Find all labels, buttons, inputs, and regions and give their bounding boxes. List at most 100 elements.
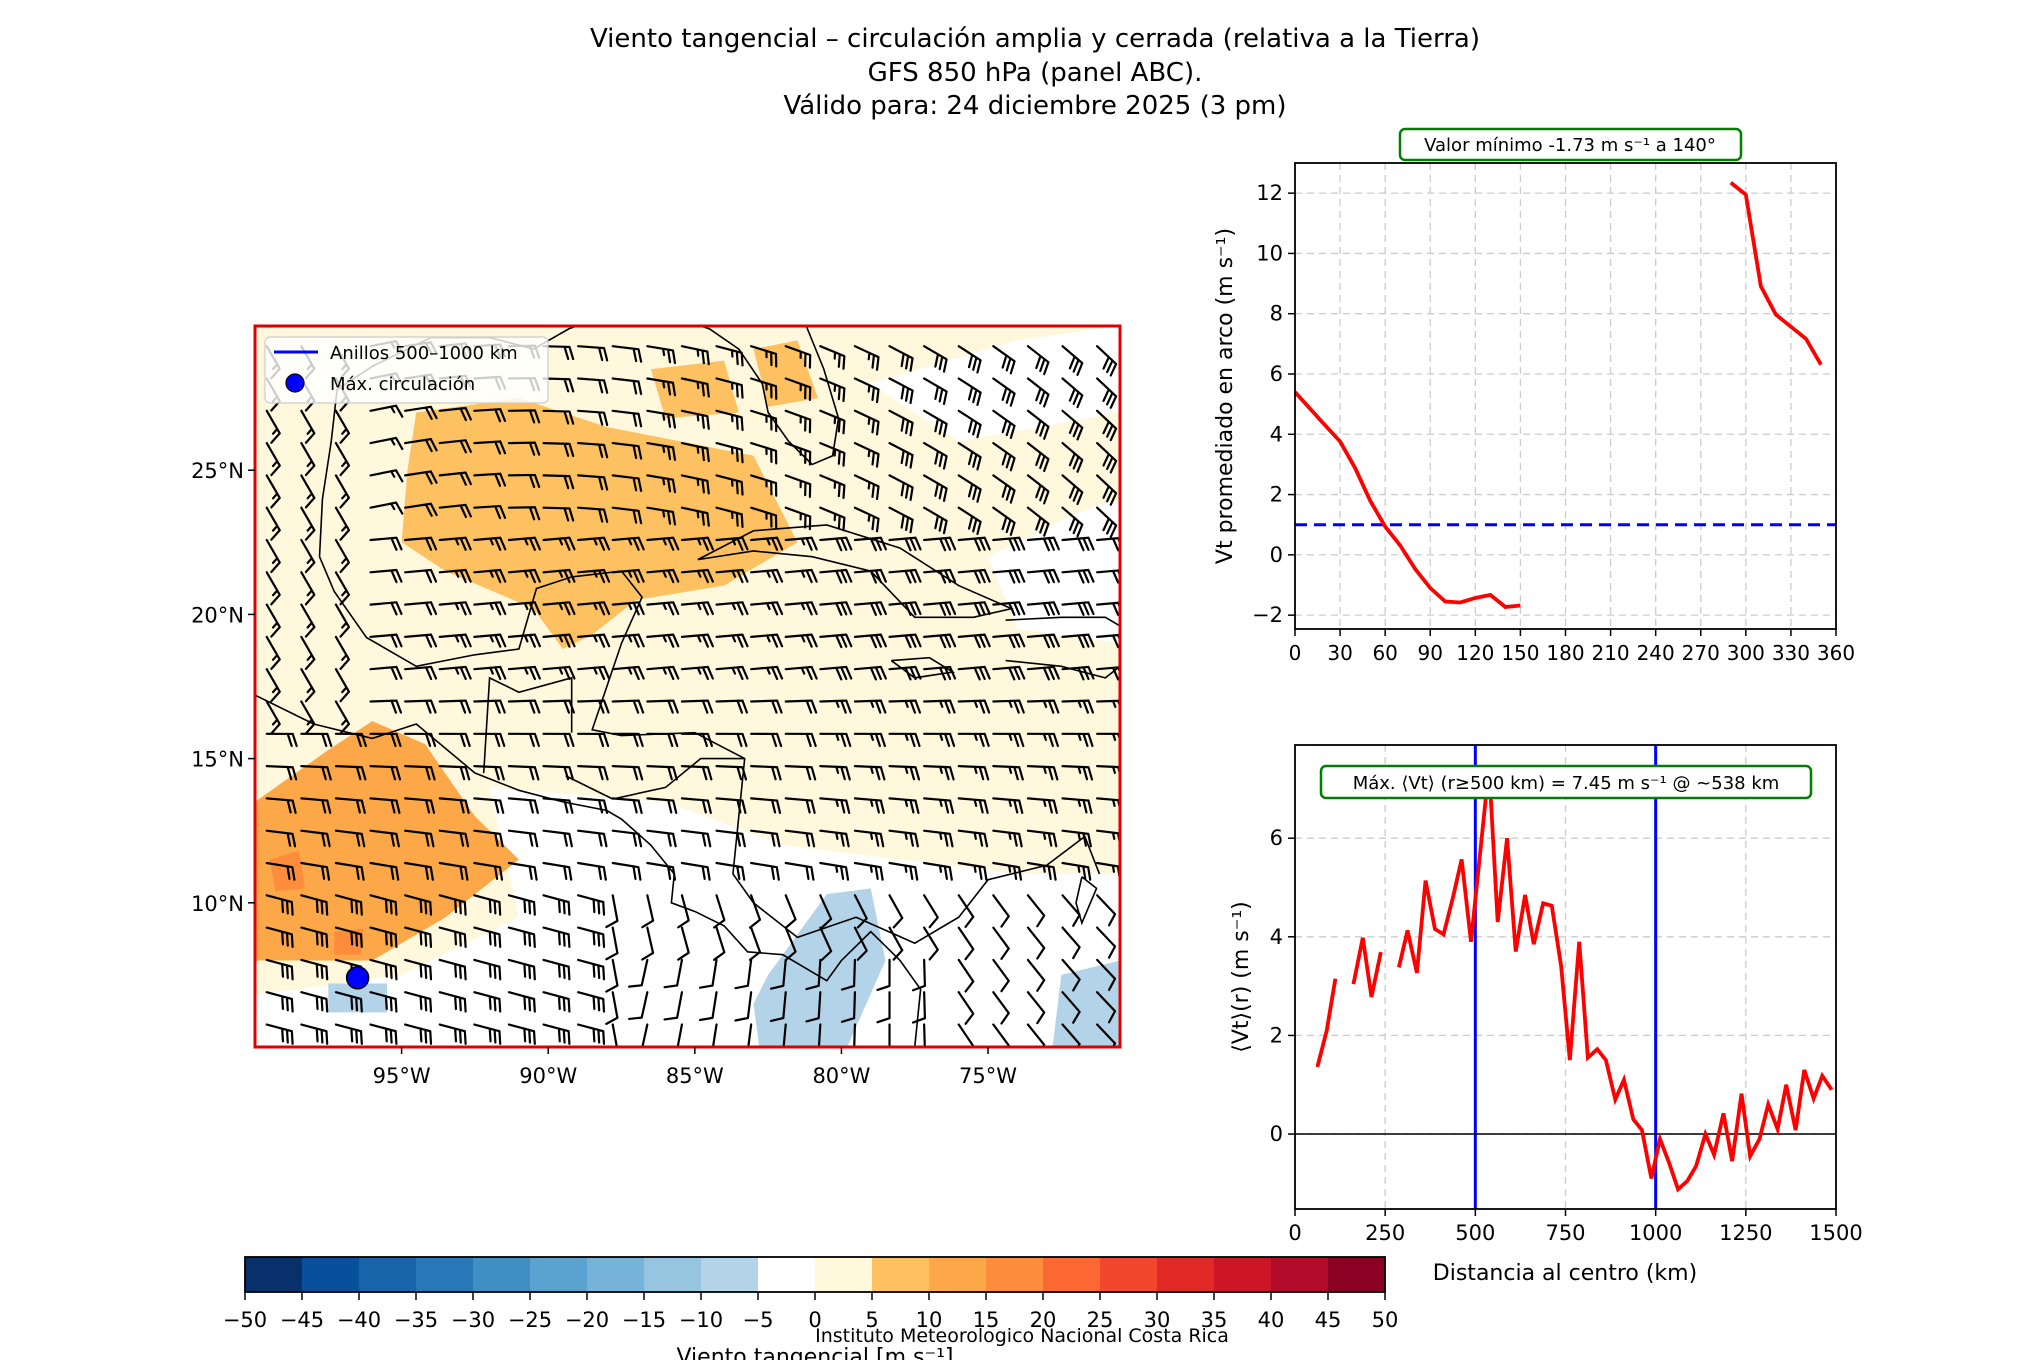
wind-barb — [1061, 441, 1084, 473]
wind-barb — [853, 829, 885, 848]
arc-profile-y-tick-label: −2 — [1252, 603, 1283, 627]
radial-profile-y-tick-label: 6 — [1270, 826, 1283, 850]
wind-barb — [957, 409, 982, 439]
wind-barb — [438, 861, 469, 881]
arc-profile-x-tick-label: 60 — [1372, 641, 1397, 665]
wind-barb — [473, 472, 507, 487]
wind-barb — [992, 633, 1026, 649]
map-field-pacific-jet-core2 — [334, 928, 364, 955]
colorbar-cell — [302, 1257, 360, 1292]
wind-barb — [334, 635, 351, 670]
wind-barb — [542, 926, 571, 949]
arc-profile-chart: 0 30 60 90 120 150 180 210 240 270 300 330 360 −2024… — [1213, 127, 1855, 665]
wind-barb — [300, 538, 316, 574]
radial-profile-x-tick-label: 0 — [1288, 1221, 1301, 1245]
wind-barb — [853, 861, 884, 881]
wind-barb — [819, 861, 850, 881]
arc-profile-x-tick-label: 210 — [1591, 641, 1629, 665]
arc-profile-series-line — [1295, 390, 1521, 609]
wind-barb — [404, 438, 438, 453]
coastline-7 — [1075, 876, 1098, 926]
wind-barb — [611, 345, 643, 363]
wind-barb — [784, 377, 812, 402]
wind-barb — [784, 474, 812, 498]
arc-profile-x-tick-label: 240 — [1637, 641, 1675, 665]
wind-barb — [404, 568, 438, 584]
wind-barb — [715, 829, 746, 848]
wind-barb — [611, 536, 645, 551]
wind-barb — [334, 571, 351, 606]
wind-barb — [542, 633, 576, 648]
wind-barb — [712, 894, 726, 929]
map-field-florida-patch — [753, 340, 818, 407]
map-lon-tick-label: 75°W — [959, 1064, 1017, 1088]
radial-profile-annotation: Máx. ⟨Vt⟩ (r≥500 km) = 7.45 m s⁻¹ @ ~538… — [1319, 764, 1813, 800]
wind-barb — [369, 861, 400, 881]
wind-barb — [265, 1023, 294, 1045]
arc-profile-y-tick-label: 12 — [1256, 181, 1283, 205]
wind-barb — [641, 894, 655, 929]
wind-barb — [646, 568, 680, 584]
wind-barb — [680, 506, 710, 527]
wind-barb — [750, 829, 781, 848]
wind-barb — [334, 797, 366, 814]
colorbar-tick-label: 0 — [808, 1308, 821, 1332]
wind-barb — [715, 665, 749, 681]
wind-barb — [334, 894, 363, 916]
wind-barb — [577, 665, 611, 681]
wind-barb — [1026, 699, 1060, 714]
wind-barb — [507, 829, 539, 848]
wind-barb — [876, 991, 891, 1024]
wind-barb — [300, 603, 316, 638]
max-circulation-marker — [345, 966, 370, 990]
wind-barb — [265, 441, 281, 477]
wind-barb — [473, 861, 504, 881]
wind-barb — [265, 409, 281, 444]
wind-barb — [819, 441, 846, 467]
wind-barb — [957, 991, 975, 1025]
wind-barb — [507, 506, 541, 521]
wind-barb — [438, 439, 472, 454]
radial-profile-y-tick-label: 0 — [1270, 1122, 1283, 1146]
arc-profile-x-tick-label: 90 — [1418, 641, 1443, 665]
wind-barb — [784, 764, 817, 781]
radial-profile-series-line — [1397, 766, 1834, 1193]
wind-barb — [404, 958, 433, 981]
wind-barb — [265, 991, 294, 1013]
arc-profile-annotation-text: Valor mínimo -1.73 m s⁻¹ a 140° — [1424, 135, 1716, 156]
map-field-weak-area — [870, 326, 1120, 442]
wind-barb — [769, 991, 787, 1023]
wind-barb — [784, 601, 818, 616]
wind-barb — [853, 894, 868, 929]
colorbar-cell — [587, 1257, 645, 1292]
radial-profile-x-tick-label: 1250 — [1719, 1221, 1772, 1245]
wind-barb — [404, 502, 438, 517]
wind-barb — [819, 474, 846, 500]
wind-barb — [542, 894, 571, 916]
wind-barb — [712, 926, 726, 961]
radial-profile-y-ticks: 0 2 4 6 — [1270, 826, 1295, 1146]
colorbar-cell — [1214, 1257, 1272, 1292]
wind-barb — [819, 568, 853, 584]
colorbar-cell — [758, 1257, 816, 1292]
wind-barb — [265, 958, 294, 981]
colorbar-tick-label: −20 — [565, 1308, 609, 1332]
wind-barb — [819, 536, 853, 552]
wind-barb — [957, 345, 982, 374]
wind-barb — [577, 1023, 606, 1045]
wind-barb — [784, 829, 816, 848]
wind-barb — [992, 409, 1016, 440]
map-lat-tick-label: 10°N — [191, 892, 244, 916]
arc-profile-series-line — [1729, 181, 1823, 366]
colorbar-cell — [359, 1257, 417, 1292]
wind-barb — [853, 633, 887, 649]
arc-profile-y-tick-label: 2 — [1270, 483, 1283, 507]
wind-barb — [715, 764, 748, 781]
wind-barb — [334, 668, 351, 703]
wind-barb — [438, 894, 467, 916]
wind-barb — [369, 699, 403, 714]
radial-profile-x-tick-label: 750 — [1545, 1221, 1585, 1245]
wind-barb — [957, 764, 990, 781]
wind-barb — [715, 633, 749, 648]
coastline-8 — [482, 676, 573, 774]
